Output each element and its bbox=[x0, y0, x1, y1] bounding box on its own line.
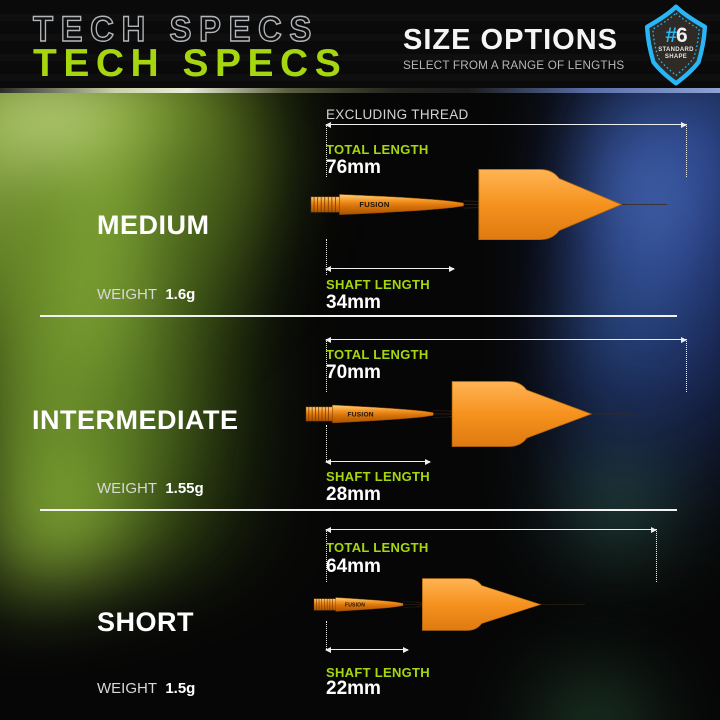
svg-text:FUSION: FUSION bbox=[359, 200, 389, 209]
svg-text:FUSION: FUSION bbox=[345, 602, 365, 608]
svg-text:FUSION: FUSION bbox=[347, 411, 373, 418]
